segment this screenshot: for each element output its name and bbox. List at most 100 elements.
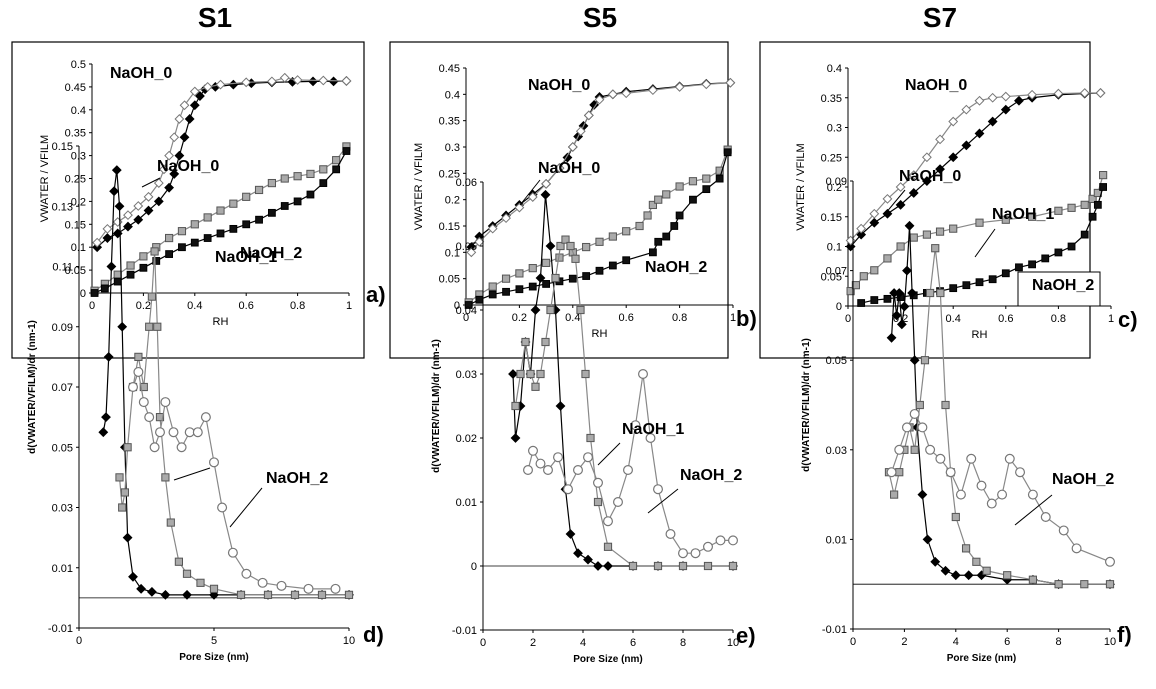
data-point	[917, 422, 928, 433]
data-point	[155, 413, 165, 422]
data-point	[242, 192, 251, 201]
data-point	[1095, 88, 1106, 98]
data-point	[319, 179, 328, 187]
data-point	[521, 337, 530, 347]
data-point	[702, 541, 713, 552]
panel-letter: d)	[363, 622, 384, 647]
data-point	[227, 547, 238, 558]
data-point	[113, 277, 122, 286]
y-tick-label: 0.35	[439, 116, 460, 128]
data-point	[189, 100, 200, 111]
data-point	[143, 191, 154, 202]
label-box	[1017, 271, 1101, 307]
y-axis-label: VWATER / VFILM	[39, 135, 51, 222]
data-point	[138, 397, 149, 408]
y-tick-label: 0.4	[445, 89, 460, 101]
data-point	[715, 535, 726, 546]
data-point	[149, 442, 160, 453]
data-point	[216, 206, 225, 215]
data-point	[622, 465, 633, 476]
data-point	[209, 589, 219, 600]
data-point	[182, 589, 192, 600]
data-point	[576, 305, 585, 315]
data-point	[306, 169, 315, 179]
data-point	[1099, 183, 1108, 191]
data-point	[935, 227, 945, 236]
x-tick-label: 10	[343, 635, 355, 647]
data-point	[702, 174, 711, 183]
data-point	[670, 222, 679, 230]
column-title-s7: S7	[922, 2, 958, 33]
data-point	[528, 282, 537, 291]
data-point	[545, 241, 556, 251]
data-point	[593, 497, 603, 507]
data-point	[851, 281, 860, 290]
data-point	[940, 565, 951, 576]
y-tick-label: 0.09	[826, 176, 847, 188]
data-point	[1001, 269, 1010, 278]
data-point	[165, 233, 174, 243]
data-point	[675, 211, 684, 220]
data-point	[328, 76, 339, 87]
data-point	[280, 174, 289, 183]
data-point	[602, 516, 613, 527]
panel-letter: b)	[736, 306, 757, 331]
data-point	[561, 235, 570, 244]
y-tick-label: -0.01	[452, 625, 477, 637]
data-point	[1071, 543, 1082, 554]
x-tick-label: 0.2	[136, 300, 151, 312]
data-point	[1079, 88, 1090, 98]
data-point	[144, 412, 155, 423]
data-point	[126, 261, 135, 270]
data-point	[153, 196, 164, 207]
data-point	[988, 275, 997, 284]
data-point	[133, 214, 144, 225]
data-point	[341, 76, 352, 86]
annotation-label: NaOH_2	[1052, 471, 1114, 488]
data-point	[182, 569, 192, 578]
data-point	[894, 288, 905, 298]
y-tick-label: 0.05	[439, 274, 460, 286]
data-point	[975, 218, 984, 227]
data-point	[935, 453, 946, 464]
data-point	[1067, 203, 1076, 212]
data-point	[870, 296, 879, 304]
x-tick-label: 8	[680, 637, 686, 649]
data-point	[723, 148, 732, 157]
data-point	[113, 270, 122, 279]
data-point	[910, 445, 919, 454]
data-point	[542, 258, 551, 267]
y-tick-label: 0.15	[65, 219, 86, 231]
data-point	[645, 433, 656, 444]
data-point	[869, 208, 880, 219]
data-point	[565, 529, 576, 539]
y-tick-label: 0.1	[445, 247, 460, 259]
data-point	[975, 278, 984, 287]
y-axis-label: VWATER / VFILM	[795, 143, 807, 230]
x-tick-label: 10	[727, 637, 739, 649]
data-point	[1001, 215, 1010, 224]
data-point	[966, 453, 977, 464]
data-point	[527, 192, 538, 202]
data-point	[1053, 88, 1064, 99]
data-point	[896, 319, 907, 330]
data-point	[526, 369, 535, 379]
data-point	[189, 86, 200, 97]
data-point	[894, 444, 905, 455]
x-tick-label: 0	[850, 636, 856, 648]
data-point	[122, 532, 133, 543]
data-point	[134, 352, 143, 361]
data-point	[987, 116, 998, 127]
data-point	[169, 169, 180, 179]
data-point	[546, 305, 555, 315]
data-point	[146, 586, 157, 597]
x-tick-label: 0.8	[290, 300, 305, 312]
data-point	[153, 322, 162, 331]
y-tick-label: 0.01	[52, 563, 73, 575]
data-point	[139, 263, 148, 272]
data-point	[930, 556, 941, 567]
y-tick-label: 0.3	[445, 142, 460, 154]
data-point	[184, 114, 195, 124]
data-point	[883, 294, 892, 303]
data-point	[166, 518, 175, 527]
